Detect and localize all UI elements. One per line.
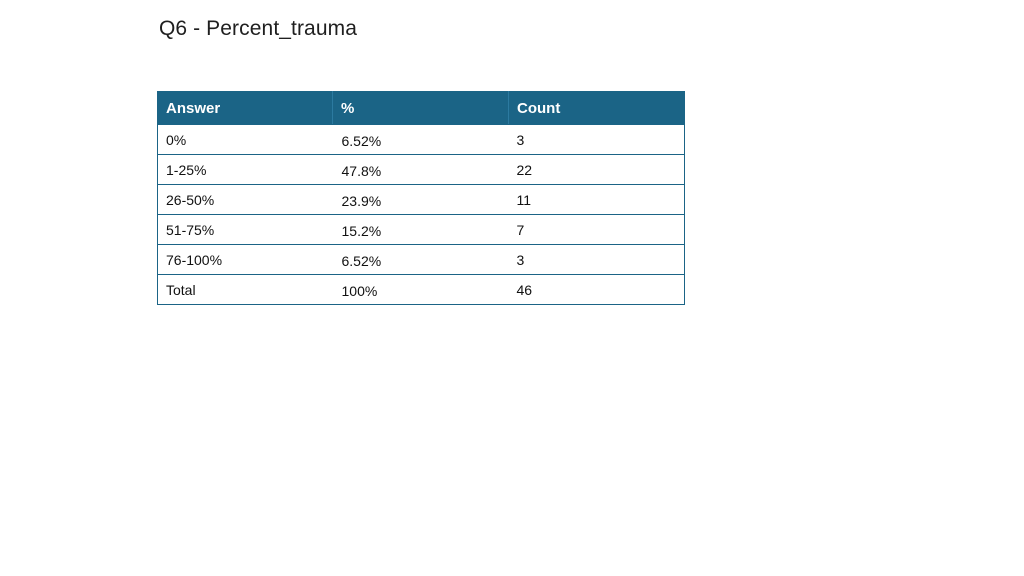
answer-cell: 51-75% xyxy=(157,214,333,245)
answer-cell: 26-50% xyxy=(157,184,333,215)
answer-cell: 0% xyxy=(157,124,333,155)
table-row: 0% 6.52% 3 xyxy=(157,124,685,155)
total-row: Total 100% 46 xyxy=(157,274,685,305)
count-cell: 7 xyxy=(508,214,685,245)
percent-cell: 15.2% xyxy=(332,214,509,245)
results-table: Answer % Count 0% 6.52% 3 1-25% 47.8% 22… xyxy=(157,91,685,305)
answer-cell: 1-25% xyxy=(157,154,333,185)
count-cell: 3 xyxy=(508,244,685,275)
percent-cell: 23.9% xyxy=(332,184,509,215)
count-cell: 22 xyxy=(508,154,685,185)
percent-cell: 100% xyxy=(332,274,509,305)
header-answer: Answer xyxy=(157,91,333,125)
percent-cell: 47.8% xyxy=(332,154,509,185)
count-cell: 11 xyxy=(508,184,685,215)
header-count: Count xyxy=(508,91,685,125)
slide-title: Q6 - Percent_trauma xyxy=(159,17,357,40)
table-row: 26-50% 23.9% 11 xyxy=(157,184,685,215)
table-row: 1-25% 47.8% 22 xyxy=(157,154,685,185)
table-header: Answer % Count xyxy=(157,91,685,125)
header-row: Answer % Count xyxy=(157,91,685,125)
header-percent: % xyxy=(332,91,509,125)
table-row: 76-100% 6.52% 3 xyxy=(157,244,685,275)
answer-cell: Total xyxy=(157,274,333,305)
percent-cell: 6.52% xyxy=(332,244,509,275)
count-cell: 3 xyxy=(508,124,685,155)
answer-cell: 76-100% xyxy=(157,244,333,275)
percent-cell: 6.52% xyxy=(332,124,509,155)
table-row: 51-75% 15.2% 7 xyxy=(157,214,685,245)
count-cell: 46 xyxy=(508,274,685,305)
table-body: 0% 6.52% 3 1-25% 47.8% 22 26-50% 23.9% 1… xyxy=(157,124,685,305)
